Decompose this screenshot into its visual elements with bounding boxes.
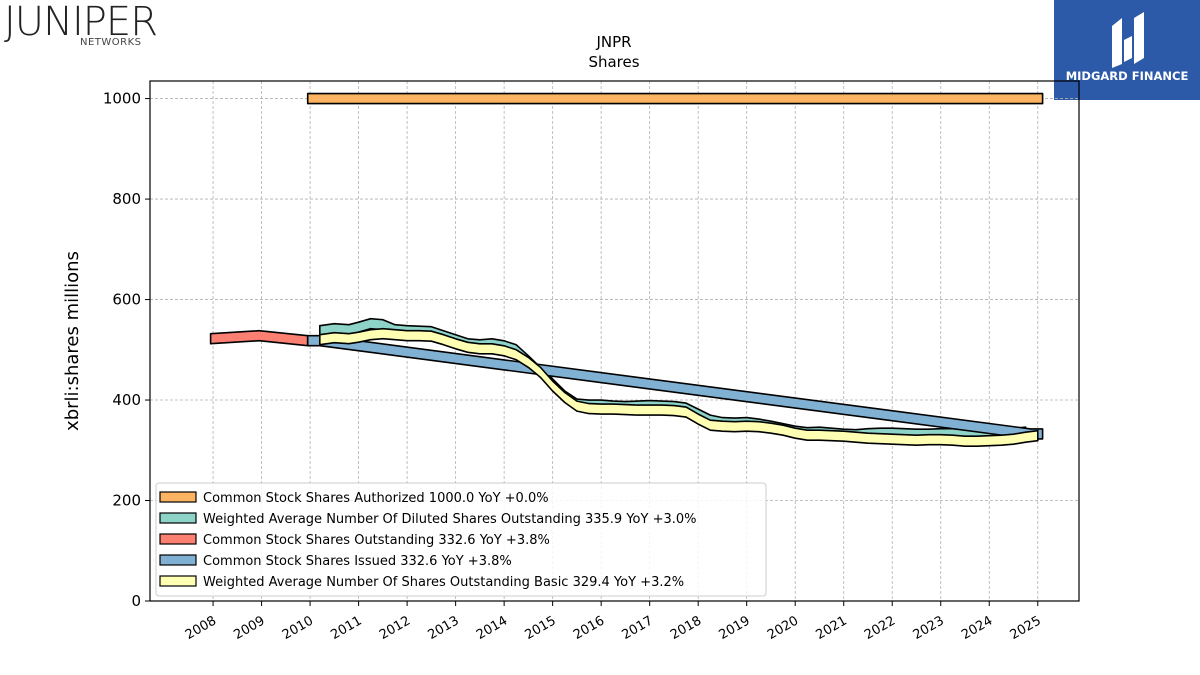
x-tick-label: 2019 xyxy=(717,613,753,643)
x-tick-label: 2021 xyxy=(814,613,850,643)
y-tick-label: 200 xyxy=(112,492,141,510)
y-tick-label: 0 xyxy=(131,592,141,610)
juniper-logo-text: JUNIPER xyxy=(4,0,158,45)
y-tick-label: 400 xyxy=(112,391,141,409)
series-layer xyxy=(209,92,1044,448)
x-tick-label: 2020 xyxy=(765,613,801,643)
x-tick-label: 2010 xyxy=(280,613,316,643)
series-band-common-stock-shares-issued xyxy=(306,334,1044,440)
x-tick-label: 2025 xyxy=(1008,613,1044,643)
midgard-mark-icon xyxy=(1112,12,1144,68)
legend-swatch xyxy=(159,533,197,545)
y-tick-label: 600 xyxy=(112,291,141,309)
x-tick-label: 2014 xyxy=(474,613,510,643)
x-tick-label: 2011 xyxy=(328,613,364,643)
legend-box xyxy=(155,482,767,597)
legend: Common Stock Shares Authorized 1000.0 Yo… xyxy=(155,482,767,597)
chart-title: JNPR xyxy=(595,33,631,51)
midgard-finance-name: MIDGARD FINANCE xyxy=(1065,69,1189,83)
x-tick-label: 2012 xyxy=(377,613,413,643)
chart-subtitle: Shares xyxy=(588,53,639,71)
x-tick-label: 2022 xyxy=(862,613,898,643)
legend-swatch xyxy=(159,512,197,524)
x-tick-label: 2024 xyxy=(959,613,995,643)
juniper-logo: JUNIPER NETWORKS xyxy=(4,2,174,50)
legend-entry: Weighted Average Number Of Shares Outsta… xyxy=(203,575,684,590)
legend-entry: Common Stock Shares Issued 332.6 YoY +3.… xyxy=(203,554,512,569)
legend-swatch xyxy=(159,575,197,587)
x-tick-label: 2016 xyxy=(571,613,607,643)
x-tick-label: 2009 xyxy=(231,613,267,643)
x-tick-label: 2018 xyxy=(668,613,704,643)
juniper-logo-subtext: NETWORKS xyxy=(80,37,142,48)
legend-entry: Common Stock Shares Authorized 1000.0 Yo… xyxy=(203,491,549,506)
y-tick-label: 1000 xyxy=(103,90,141,108)
series-band-weighted-average-number-of-shares-outstanding-basic xyxy=(318,327,1039,448)
x-tick-label: 2013 xyxy=(425,613,461,643)
plot-frame xyxy=(149,80,1080,602)
y-axis-label: xbrli:shares millions xyxy=(62,251,83,431)
series-band-common-stock-shares-outstanding xyxy=(209,329,309,347)
x-tick-label: 2008 xyxy=(183,613,219,643)
legend-swatch xyxy=(159,491,197,503)
x-tick-label: 2017 xyxy=(620,613,656,643)
midgard-finance-logo: MIDGARD FINANCE xyxy=(1054,0,1200,100)
x-tick-label: 2015 xyxy=(522,613,558,643)
y-tick-label: 800 xyxy=(112,190,141,208)
series-band-common-stock-shares-authorized xyxy=(306,92,1044,105)
legend-entry: Common Stock Shares Outstanding 332.6 Yo… xyxy=(203,533,550,548)
x-tick-label: 2023 xyxy=(911,613,947,643)
legend-entry: Weighted Average Number Of Diluted Share… xyxy=(203,512,697,527)
legend-swatch xyxy=(159,554,197,566)
